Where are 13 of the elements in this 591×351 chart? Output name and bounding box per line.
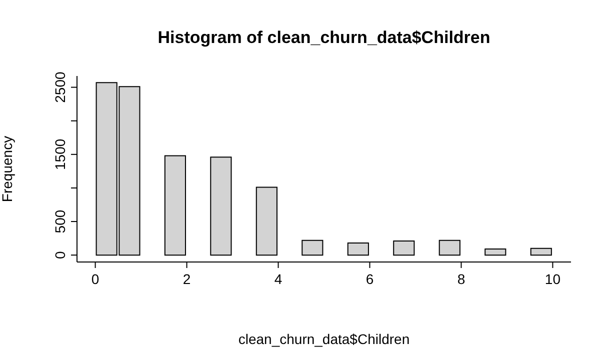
x-tick-label: 8: [457, 271, 466, 287]
y-tick-label: 500: [52, 210, 68, 234]
x-axis-title: clean_churn_data$Children: [238, 331, 410, 347]
y-tick-label: 1500: [52, 138, 68, 170]
x-tick-label: 10: [544, 271, 561, 287]
x-tick-label: 2: [182, 271, 191, 287]
y-axis-title: Frequency: [0, 136, 15, 202]
y-tick-label: 2500: [52, 71, 68, 103]
x-tick-label: 4: [274, 271, 282, 287]
x-tick-label: 6: [366, 271, 374, 287]
chart-title: Histogram of clean_churn_data$Children: [156, 28, 492, 48]
y-tick-label: 0: [52, 250, 68, 259]
x-tick-label: 0: [91, 271, 100, 287]
